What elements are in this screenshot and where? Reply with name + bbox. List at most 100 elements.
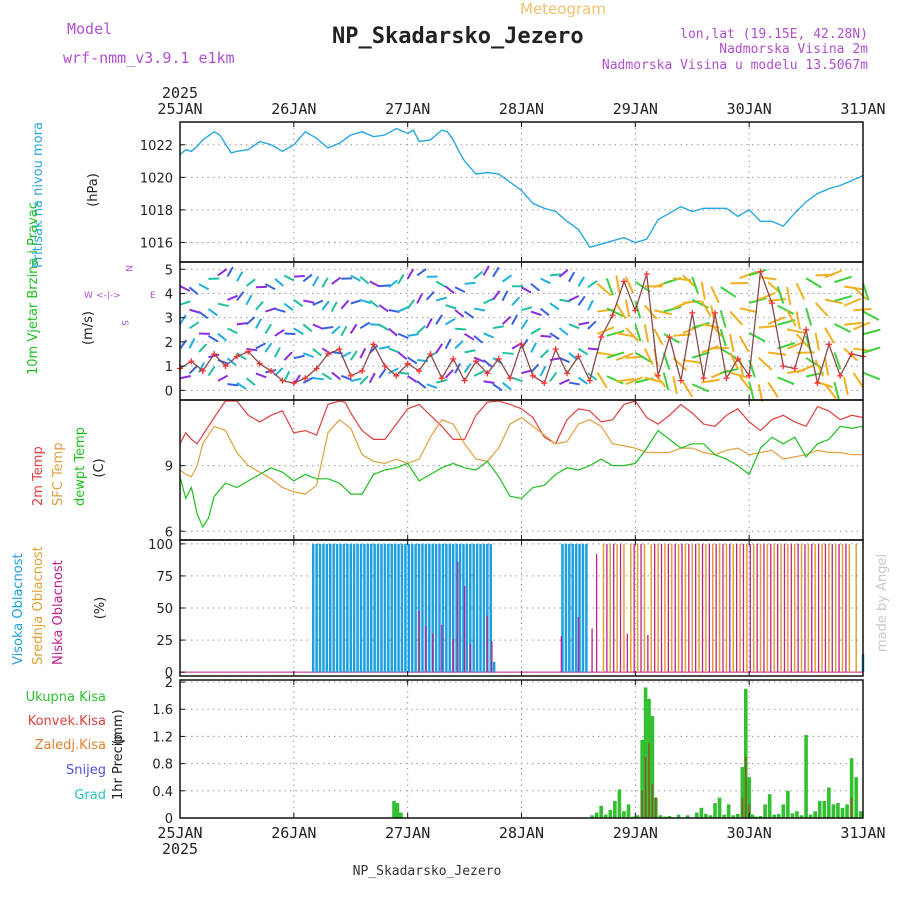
cloud-low-bar — [729, 543, 731, 673]
precip-total-bar — [599, 805, 603, 818]
precip-total-bar — [763, 804, 767, 818]
cloud-high-bar — [448, 543, 452, 673]
wind-arrow — [625, 327, 640, 342]
wind-arrow — [359, 347, 367, 359]
wind-arrow — [539, 307, 550, 317]
y-tick-label: 0.4 — [152, 785, 173, 800]
y-tick-label: 2 — [165, 676, 173, 691]
wind-arrow — [397, 332, 409, 340]
wind-arrow — [331, 325, 341, 335]
cloud-mid-bar — [711, 543, 714, 673]
wind-speed-point — [313, 365, 320, 372]
wind-arrow — [312, 323, 324, 330]
cloud-low-bar — [491, 641, 493, 673]
wind-arrow — [293, 327, 304, 335]
wind-panel: 0 1 2 3 4 5 — [165, 261, 881, 403]
cloud-low-bar — [425, 625, 427, 673]
precip-total-bar — [790, 813, 795, 818]
wind-arrow — [274, 307, 286, 313]
precip-total-bar — [854, 777, 858, 818]
wind-arrow — [245, 278, 256, 287]
cloud-low-bar — [817, 543, 820, 673]
cloud-high-bar — [410, 543, 414, 673]
cloud-low-bar — [457, 561, 459, 673]
wind-arrow — [559, 356, 570, 364]
wind-arrow — [179, 375, 191, 380]
cloud-low-bar — [845, 543, 847, 673]
wind-arrow — [302, 273, 313, 283]
y-tick-label: 4 — [165, 287, 173, 302]
cloud-high-bar — [332, 543, 335, 673]
wind-arrow — [833, 352, 842, 370]
cloud-high-bar — [421, 543, 424, 673]
wind-arrow — [492, 290, 501, 301]
model-label: Model — [67, 20, 112, 38]
cloud-mid-bar — [630, 543, 632, 673]
wind-arrow — [501, 315, 512, 325]
precip-total-bar — [817, 801, 822, 818]
wind-arrow — [397, 273, 405, 285]
cloud-low-bar — [708, 543, 710, 673]
wind-arrow — [862, 282, 870, 301]
wind-speed-point — [370, 341, 377, 348]
cloud-low-bar — [626, 633, 629, 673]
cloud-high-bar — [325, 543, 329, 673]
cloud-high-bar — [311, 543, 315, 673]
wind-arrow — [521, 286, 532, 294]
cloud-low-bar — [633, 543, 635, 673]
wind-arrow — [302, 376, 314, 384]
wind-arrow — [455, 327, 467, 331]
cloud-high-bar — [390, 543, 393, 673]
wind-arrow — [425, 318, 433, 329]
wind-arrow — [711, 346, 730, 350]
precip-total-bar — [827, 787, 831, 818]
wind-speed-point — [359, 367, 366, 374]
wind-arrow — [558, 269, 569, 278]
wind-speed-point — [803, 326, 810, 333]
cloud-mid-bar — [677, 543, 680, 673]
wind-speed-point — [233, 353, 240, 360]
meteogram-label: Meteogram — [520, 0, 606, 18]
cloud-panel: 0 25 50 75 100 — [148, 538, 865, 681]
wind-arrow — [549, 371, 558, 382]
wind-arrow — [596, 282, 612, 297]
wind-arrow — [616, 377, 635, 383]
wind-speed-point — [564, 370, 571, 377]
wind-arrow — [738, 375, 752, 392]
wind-arrow — [492, 383, 503, 392]
wind-arrow — [340, 374, 352, 381]
wind-arrow — [340, 325, 348, 337]
wind-arrow — [701, 323, 720, 329]
wind-arrow — [597, 326, 615, 335]
wind-speed-point — [598, 334, 605, 341]
cloud-high-bar — [407, 543, 411, 673]
wind-arrow — [577, 347, 589, 356]
wind-arrow — [359, 375, 369, 385]
cloud-high-bar — [397, 543, 400, 673]
cloud-high-bar — [339, 543, 342, 673]
cloud-high-bar — [482, 543, 486, 673]
cloud-high-bar — [335, 543, 339, 673]
wind-arrow — [843, 321, 863, 326]
wind-arrow — [701, 378, 720, 384]
y-tick-label: 1022 — [140, 139, 173, 154]
precip-conv-bar — [641, 790, 643, 818]
wind-arrow — [321, 277, 329, 288]
cloud-high-bar — [359, 543, 363, 673]
wind-arrow — [312, 348, 322, 357]
cloud-high-bar — [434, 543, 438, 673]
cloud-high-bar — [346, 543, 349, 673]
wind-arrow — [349, 323, 358, 334]
wind-arrow — [264, 342, 273, 353]
cloud-mid-bar — [705, 543, 707, 673]
wind-arrow — [473, 335, 484, 344]
bottom-date-label: 28JAN — [499, 824, 544, 842]
station-title: NP_Skadarsko_Jezero — [332, 24, 584, 49]
cloud-low-bar — [674, 543, 676, 673]
wind-arrow — [207, 334, 219, 343]
wind-arrow — [587, 299, 594, 311]
y-tick-label: 1016 — [140, 236, 173, 251]
wind-arrow — [482, 265, 490, 276]
wind-speed-point — [324, 351, 331, 357]
